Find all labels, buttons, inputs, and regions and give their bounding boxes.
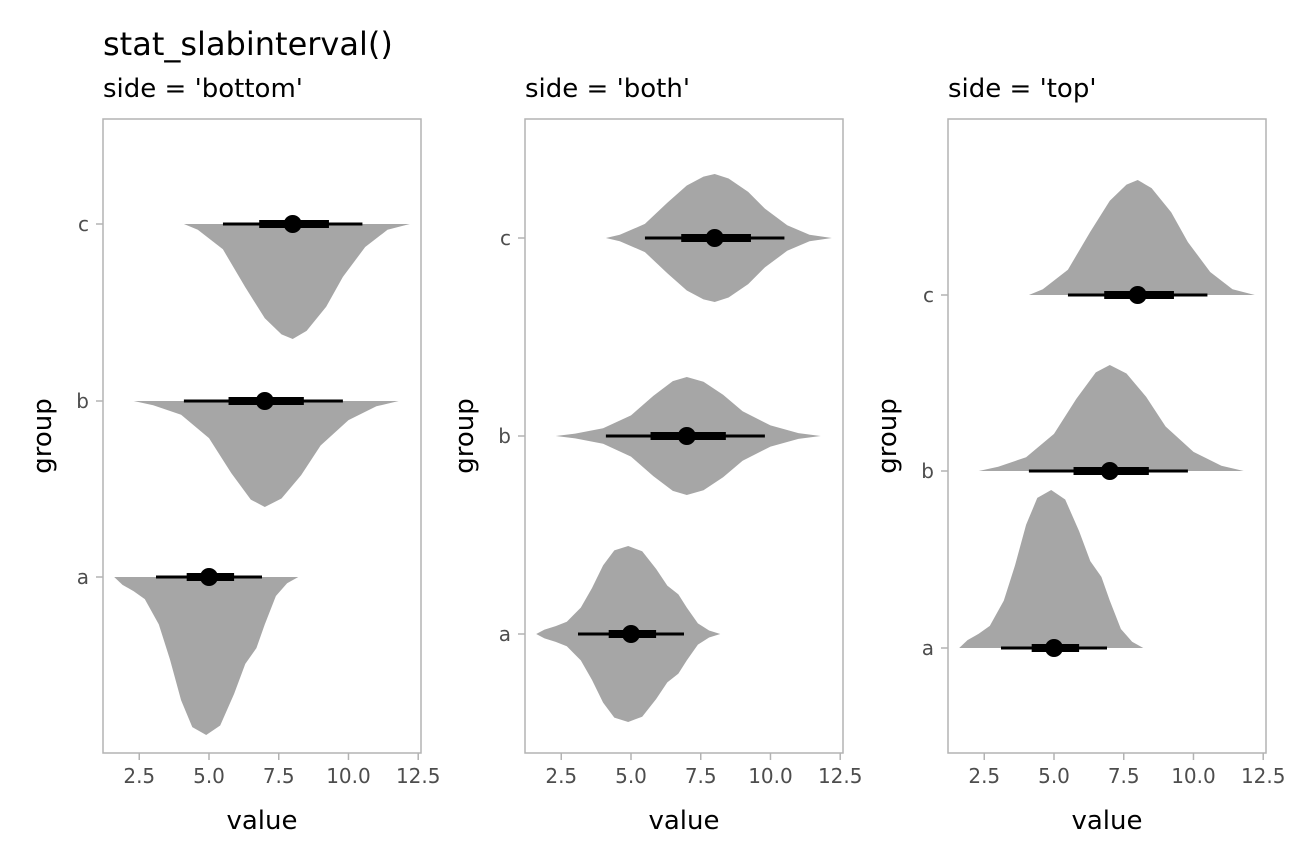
point-c (283, 215, 302, 233)
slab-a (959, 490, 1144, 648)
slab-b (133, 401, 399, 507)
x-tick-label: 10.0 (1171, 764, 1216, 788)
point-a (622, 625, 640, 643)
point-b (1100, 462, 1119, 480)
y-axis-title: group (873, 398, 903, 474)
slab-a (114, 577, 299, 735)
x-tick-label: 10.0 (326, 764, 371, 788)
y-axis-title: group (450, 398, 480, 474)
x-tick-label: 5.0 (1038, 764, 1070, 788)
x-axis-title: value (1071, 806, 1142, 836)
y-tick-label: a (77, 565, 89, 589)
point-b (255, 392, 274, 410)
point-a (1045, 639, 1063, 657)
panel-top: side = 'top' 2.5 5.0 7.5 10.0 12.5 value group a… (873, 74, 1285, 836)
panels: side = 'bottom' 2.5 5.0 7.5 10.0 12.5 value gro… (28, 74, 1285, 836)
x-tick-label: 2.5 (123, 764, 155, 788)
panel-border (102, 118, 422, 754)
x-tick-label: 5.0 (615, 764, 647, 788)
x-tick-label: 7.5 (685, 764, 717, 788)
point-b (677, 427, 696, 445)
x-axis-title: value (226, 806, 297, 836)
y-tick-label: b (76, 389, 89, 413)
panel-border (947, 118, 1267, 754)
x-tick-label: 7.5 (1108, 764, 1140, 788)
point-c (705, 229, 724, 247)
x-tick-label: 12.5 (1241, 764, 1286, 788)
slab-b (978, 365, 1244, 471)
y-tick-label: b (921, 459, 934, 483)
y-tick-label: a (922, 636, 934, 660)
panel-subtitle: side = 'bottom' (103, 74, 303, 104)
x-tick-label: 12.5 (396, 764, 441, 788)
x-tick-label: 12.5 (818, 764, 863, 788)
y-tick-label: c (923, 283, 934, 307)
x-tick-label: 2.5 (545, 764, 577, 788)
x-axis-title: value (648, 806, 719, 836)
point-c (1128, 286, 1147, 304)
x-tick-label: 5.0 (193, 764, 225, 788)
panel-subtitle: side = 'top' (948, 74, 1096, 104)
slab-c (183, 224, 410, 339)
x-tick-label: 10.0 (748, 764, 793, 788)
y-tick-label: b (498, 424, 511, 448)
x-tick-label: 2.5 (968, 764, 1000, 788)
point-a (200, 568, 218, 586)
panel-both: side = 'both' 2.5 5.0 7.5 10.0 12.5 value group… (450, 74, 862, 836)
panel-bottom: side = 'bottom' 2.5 5.0 7.5 10.0 12.5 value gro… (28, 74, 440, 836)
slab-c (1028, 180, 1255, 295)
y-axis-title: group (28, 398, 58, 474)
chart-title: stat_slabinterval() (103, 25, 393, 63)
y-tick-label: a (499, 622, 511, 646)
y-tick-label: c (78, 212, 89, 236)
x-tick-label: 7.5 (263, 764, 295, 788)
panel-subtitle: side = 'both' (525, 74, 690, 104)
y-tick-label: c (500, 226, 511, 250)
